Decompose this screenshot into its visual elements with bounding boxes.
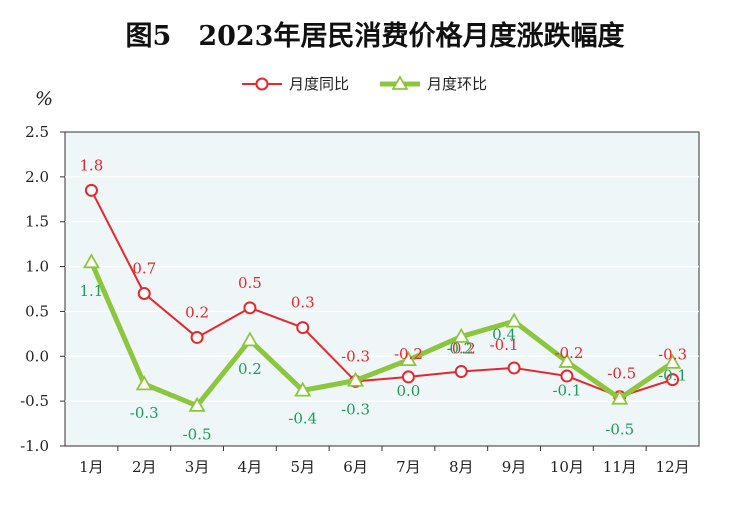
data-label-mom: -0.3 bbox=[341, 401, 370, 419]
data-label-mom: 0.0 bbox=[396, 382, 420, 400]
x-tick-label: 9月 bbox=[502, 458, 527, 476]
y-tick-label: -0.5 bbox=[20, 392, 49, 410]
y-tick-label: 1.5 bbox=[25, 213, 49, 231]
data-label-yoy: -0.3 bbox=[341, 347, 370, 365]
data-point-yoy bbox=[454, 365, 468, 379]
data-label-yoy: 0.7 bbox=[132, 259, 156, 277]
data-point-mom bbox=[664, 353, 682, 369]
data-point-yoy bbox=[137, 286, 151, 300]
series-line-mom bbox=[89, 261, 674, 409]
data-point-yoy bbox=[401, 370, 415, 384]
y-tick-label: 1.0 bbox=[25, 258, 49, 276]
legend-item-yoy: 月度同比 bbox=[242, 75, 349, 93]
data-point-mom bbox=[135, 375, 153, 391]
x-tick-label: 3月 bbox=[185, 458, 210, 476]
data-label-yoy: 0.3 bbox=[291, 294, 315, 312]
data-label-mom: -0.1 bbox=[658, 367, 687, 385]
x-tick-label: 8月 bbox=[449, 458, 474, 476]
y-tick-label: 0.0 bbox=[25, 347, 49, 365]
data-point-yoy bbox=[296, 321, 310, 335]
data-point-yoy bbox=[190, 330, 204, 344]
data-label-yoy: -0.2 bbox=[394, 345, 423, 363]
data-label-yoy: -0.2 bbox=[447, 340, 476, 358]
data-label-mom: 0.2 bbox=[238, 360, 262, 378]
data-label-mom: -0.5 bbox=[183, 426, 212, 444]
data-label-yoy: -0.3 bbox=[658, 346, 687, 364]
data-point-mom bbox=[294, 381, 312, 397]
data-point-mom bbox=[241, 331, 259, 347]
y-tick-label: 2.5 bbox=[25, 123, 49, 141]
data-label-yoy: 0.5 bbox=[238, 274, 262, 292]
data-point-mom bbox=[505, 312, 523, 328]
data-point-yoy bbox=[666, 373, 680, 387]
data-label-mom: 0.4 bbox=[492, 325, 516, 343]
data-label-yoy: -0.2 bbox=[554, 344, 583, 362]
legend-label: 月度环比 bbox=[427, 75, 487, 93]
y-tick-label: 2.0 bbox=[25, 168, 49, 186]
x-tick-label: 5月 bbox=[290, 458, 315, 476]
data-label-mom: 1.1 bbox=[79, 282, 103, 300]
data-label-mom: -0.5 bbox=[605, 420, 634, 438]
data-point-mom bbox=[188, 396, 206, 412]
x-tick-label: 6月 bbox=[343, 458, 368, 476]
data-label-mom: -0.1 bbox=[552, 382, 581, 400]
y-tick-label: 0.5 bbox=[25, 302, 49, 320]
data-point-yoy bbox=[243, 301, 257, 315]
y-axis-unit: % bbox=[35, 88, 53, 110]
y-tick-label: -1.0 bbox=[20, 437, 49, 455]
data-point-yoy bbox=[84, 183, 98, 197]
legend-marker bbox=[255, 77, 269, 91]
data-point-mom bbox=[347, 371, 365, 387]
data-point-mom bbox=[611, 389, 629, 405]
x-tick-label: 12月 bbox=[656, 458, 690, 476]
data-point-yoy bbox=[560, 369, 574, 383]
x-tick-label: 10月 bbox=[550, 458, 584, 476]
data-label-yoy: -0.1 bbox=[490, 336, 519, 354]
data-label-mom: 0.2 bbox=[449, 340, 473, 358]
data-label-yoy: 0.2 bbox=[185, 303, 209, 321]
data-label-yoy: 1.8 bbox=[79, 156, 103, 174]
data-label-yoy: -0.5 bbox=[607, 365, 636, 383]
legend-item-mom: 月度环比 bbox=[380, 75, 487, 93]
chart-title: 图5 2023年居民消费价格月度涨跌幅度 bbox=[125, 21, 625, 52]
legend-marker bbox=[391, 75, 409, 90]
data-point-mom bbox=[558, 352, 576, 368]
series-line-yoy bbox=[90, 189, 673, 398]
x-tick-label: 1月 bbox=[79, 458, 104, 476]
x-tick-label: 4月 bbox=[238, 458, 263, 476]
data-label-mom: -0.3 bbox=[130, 404, 159, 422]
data-label-mom: -0.4 bbox=[288, 409, 317, 427]
x-tick-label: 11月 bbox=[603, 458, 637, 476]
x-tick-label: 2月 bbox=[132, 458, 157, 476]
plot-area bbox=[64, 131, 700, 447]
x-tick-label: 7月 bbox=[396, 458, 421, 476]
data-point-yoy bbox=[507, 361, 521, 375]
legend-label: 月度同比 bbox=[289, 75, 349, 93]
data-point-mom bbox=[399, 351, 417, 367]
data-point-mom bbox=[452, 327, 470, 343]
data-point-mom bbox=[82, 253, 100, 269]
